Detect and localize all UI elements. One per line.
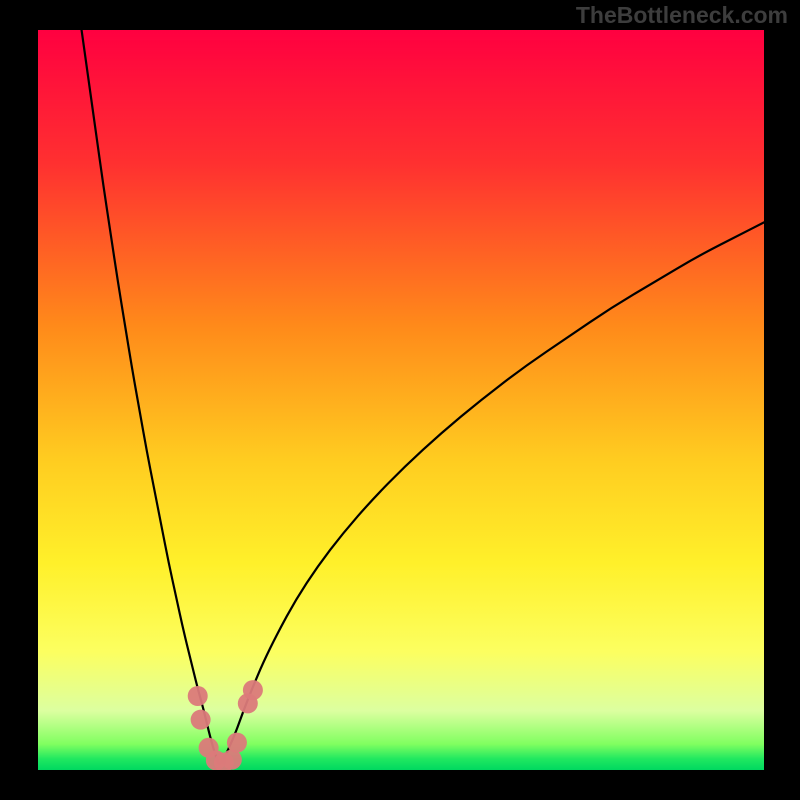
datapoint-marker <box>188 686 208 706</box>
chart-svg <box>0 0 800 800</box>
watermark-text: TheBottleneck.com <box>576 2 788 29</box>
datapoint-marker <box>227 733 247 753</box>
gradient-plot-area <box>38 30 764 770</box>
chart-stage: TheBottleneck.com <box>0 0 800 800</box>
datapoint-marker <box>191 710 211 730</box>
datapoint-marker <box>243 680 263 700</box>
datapoint-marker <box>222 750 242 770</box>
